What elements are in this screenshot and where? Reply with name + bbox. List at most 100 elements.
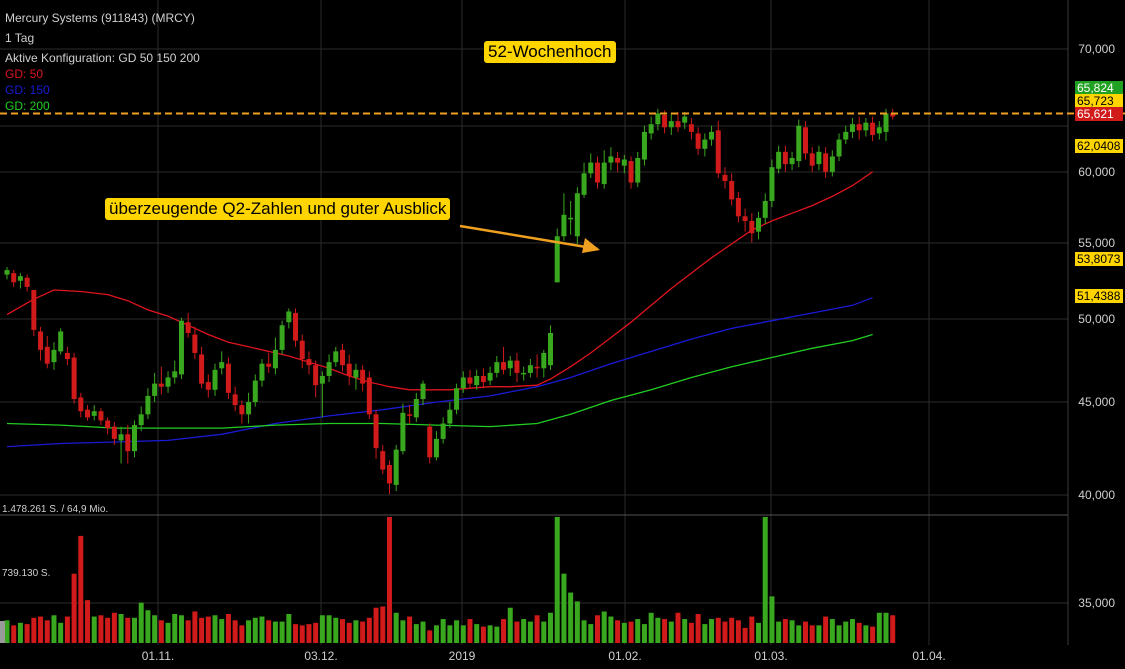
candle	[286, 308, 292, 329]
volume-bar	[809, 625, 815, 643]
candle-body	[823, 153, 829, 172]
candle	[507, 356, 513, 376]
candle	[373, 409, 379, 459]
candle-body	[44, 346, 50, 364]
volume-bar	[319, 615, 325, 643]
candle-body	[588, 162, 594, 174]
ma-line-gd150	[6, 297, 873, 448]
volume-bar	[641, 624, 647, 643]
volume-bar	[843, 621, 849, 643]
candle	[91, 405, 97, 421]
volume-bar	[185, 620, 191, 643]
candle	[776, 145, 782, 174]
volume-bar	[64, 616, 70, 643]
candle	[165, 371, 171, 393]
candle	[38, 326, 44, 361]
candle	[152, 372, 158, 403]
annotation-52-week-high: 52-Wochenhoch	[484, 41, 616, 63]
candle	[749, 213, 755, 243]
candle	[460, 371, 466, 393]
volume-bar	[722, 621, 728, 643]
candle	[608, 147, 614, 171]
volume-bar	[440, 619, 446, 643]
volume-bar	[776, 621, 782, 643]
candle	[816, 145, 822, 171]
candle-body	[749, 220, 755, 234]
candle	[829, 150, 835, 177]
volume-bar	[91, 616, 97, 643]
volume-bar	[326, 615, 332, 643]
volume-bar	[333, 617, 339, 643]
price-tag-label: 51,4388	[1077, 289, 1121, 303]
candle	[534, 354, 540, 378]
candle	[641, 125, 647, 166]
price-tag: 62,0408	[1075, 139, 1123, 153]
candle-body	[31, 289, 37, 330]
candle-body	[527, 365, 533, 373]
volume-bar	[601, 611, 607, 643]
volume-bar	[427, 630, 433, 643]
candle	[407, 405, 413, 424]
volume-bar	[521, 619, 527, 643]
candle	[494, 356, 500, 378]
volume-bar	[212, 615, 218, 643]
candle-body	[702, 139, 708, 149]
candle-body	[58, 331, 64, 352]
candle-body	[286, 311, 292, 323]
x-tick-label: 01.04.	[912, 649, 945, 663]
volume-bar	[125, 617, 131, 643]
candle	[594, 156, 600, 189]
candle	[380, 445, 386, 475]
candle-body	[192, 334, 198, 353]
candle-body	[655, 113, 661, 125]
volume-bar	[340, 619, 345, 643]
volume-bar	[24, 624, 30, 643]
candle	[849, 118, 855, 139]
annotation-arrow-head	[582, 238, 600, 253]
volume-bar	[199, 617, 205, 643]
volume-bar	[507, 607, 513, 643]
volume-bar	[581, 620, 587, 643]
candle-body	[494, 362, 500, 373]
volume-bar	[756, 622, 762, 643]
volume-bar	[675, 612, 681, 643]
candle-body	[212, 369, 218, 390]
candle	[313, 360, 319, 398]
candle-body	[266, 363, 272, 367]
legend-gd50: GD: 50	[5, 67, 44, 81]
volume-bar	[454, 620, 460, 643]
volume-bar	[688, 622, 694, 643]
candle	[870, 116, 876, 142]
candle-body	[219, 362, 225, 369]
candle	[111, 422, 117, 446]
candle-body	[829, 156, 835, 172]
interval-label: 1 Tag	[5, 31, 35, 45]
volume-bar	[655, 617, 661, 643]
candle-body	[360, 369, 366, 384]
candle-body	[554, 236, 560, 283]
candle	[527, 359, 533, 378]
candle-body	[138, 414, 144, 426]
candle	[668, 113, 674, 135]
candle-body	[849, 124, 855, 132]
candle-body	[789, 157, 795, 165]
candle	[172, 360, 178, 384]
candle	[24, 274, 30, 292]
candle	[192, 326, 198, 360]
candle-body	[272, 349, 278, 369]
volume-bar	[407, 616, 413, 643]
volume-bar	[870, 626, 876, 643]
candle-body	[64, 352, 70, 360]
candle	[118, 426, 124, 464]
volume-bar	[31, 617, 37, 643]
volume-bar	[782, 619, 788, 643]
volume-bar	[192, 611, 198, 643]
candle-body	[648, 124, 654, 134]
volume-bar	[293, 624, 299, 643]
volume-bar	[205, 616, 211, 643]
chart-title: Mercury Systems (911843) (MRCY)	[5, 11, 195, 25]
candle-body	[756, 217, 762, 232]
candle-body	[413, 398, 419, 418]
volume-bar	[172, 614, 178, 643]
candle	[58, 328, 64, 355]
